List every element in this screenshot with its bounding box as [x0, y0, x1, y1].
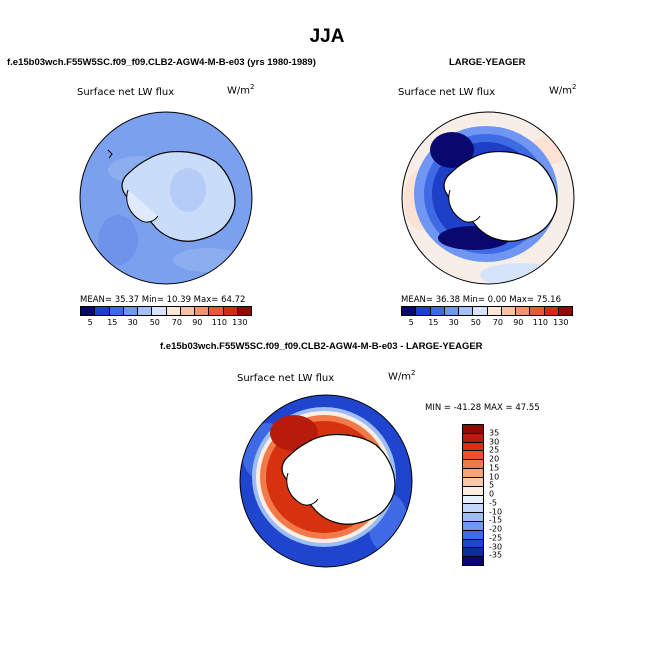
- panel1-colorbar: [80, 306, 252, 316]
- cb1-swatch-10: [223, 307, 238, 315]
- cb1-label: 30: [127, 318, 138, 327]
- cb1-swatch-6: [166, 307, 181, 315]
- panel2-header: LARGE-YEAGER: [449, 57, 526, 68]
- panel3-subtitle: Surface net LW flux: [237, 373, 335, 384]
- cb1-label: 5: [87, 318, 93, 327]
- panel2-stats: MEAN= 36.38 Min= 0.00 Max= 75.16: [401, 295, 562, 305]
- cb2-label: 110: [532, 318, 549, 327]
- cb3-swatch-12: [463, 530, 483, 540]
- cb3-label: 5: [489, 480, 495, 490]
- cb1-swatch-1: [95, 307, 110, 315]
- cb3-swatch-10: [463, 513, 483, 522]
- cb2-swatch-4: [459, 307, 474, 315]
- cb3-swatch-7: [463, 486, 483, 496]
- cb2-label: 130: [553, 318, 569, 327]
- cb3-swatch-5: [463, 469, 483, 478]
- cb2-label: 5: [408, 318, 414, 327]
- cb3-label: -15: [489, 515, 503, 525]
- cb3-label: 10: [489, 472, 500, 481]
- cb3-label: 0: [489, 489, 495, 499]
- cb1-swatch-3: [123, 307, 138, 315]
- cb2-swatch-0: [402, 307, 417, 315]
- cb1-swatch-4: [138, 307, 153, 315]
- cb1-label: 70: [171, 318, 182, 327]
- panel2-subtitle: Surface net LW flux: [398, 87, 496, 98]
- cb2-swatch-5: [473, 307, 488, 315]
- panel1-polar-map: [79, 111, 253, 285]
- cb3-swatch-2: [463, 442, 483, 452]
- panel3-stats: MIN = -41.28 MAX = 47.55: [425, 403, 540, 413]
- cb3-swatch-0: [463, 425, 483, 434]
- cb2-swatch-6: [487, 307, 502, 315]
- cb3-swatch-4: [463, 460, 483, 470]
- panel3-header: f.e15b03wch.F55W5SC.f09_f09.CLB2-AGW4-M-…: [160, 341, 483, 352]
- cb3-label: 25: [489, 445, 500, 455]
- cb3-label: 35: [489, 428, 500, 438]
- panel3-unit: W/m2: [388, 369, 416, 383]
- panel1-header: f.e15b03wch.F55W5SC.f09_f09.CLB2-AGW4-M-…: [7, 57, 316, 68]
- panel2-colorbar-labels: 5 15 30 50 70 90 110 130: [401, 318, 571, 328]
- cb2-swatch-7: [501, 307, 516, 315]
- cb3-label: -5: [489, 498, 497, 508]
- panel1-colorbar-labels: 5 15 30 50 70 90 110 130: [80, 318, 250, 328]
- cb3-swatch-1: [463, 433, 483, 443]
- cb3-label: -35: [489, 550, 503, 560]
- cb1-label: 130: [232, 318, 248, 327]
- panel3-colorbar: [462, 424, 484, 566]
- cb2-swatch-3: [444, 307, 459, 315]
- panel2-unit: W/m2: [549, 83, 577, 97]
- cb3-label: -25: [489, 533, 503, 543]
- cb2-swatch-9: [530, 307, 545, 315]
- panel1-unit: W/m2: [227, 83, 255, 97]
- cb1-swatch-7: [180, 307, 195, 315]
- cb1-swatch-9: [209, 307, 224, 315]
- cb2-label: 15: [428, 318, 439, 327]
- cb3-swatch-14: [463, 548, 483, 558]
- cb2-label: 70: [492, 318, 503, 327]
- panel1-subtitle: Surface net LW flux: [77, 87, 175, 98]
- cb3-label: -10: [489, 507, 503, 516]
- cb1-label: 90: [192, 318, 203, 327]
- cb3-swatch-11: [463, 521, 483, 531]
- cb3-label: 15: [489, 463, 500, 473]
- cb1-swatch-0: [81, 307, 96, 315]
- panel1-stats: MEAN= 35.37 Min= 10.39 Max= 64.72: [80, 295, 246, 305]
- panel3-colorbar-labels: 35 30 25 20 15 10 5 0 -5 -10 -15 -20 -25…: [489, 424, 519, 564]
- cb3-label: -30: [489, 542, 503, 551]
- cb3-label: -20: [489, 524, 503, 534]
- cb2-swatch-8: [516, 307, 531, 315]
- cb3-swatch-15: [463, 557, 483, 565]
- figure-title: JJA: [309, 26, 345, 47]
- cb3-swatch-13: [463, 539, 483, 549]
- cb1-swatch-2: [109, 307, 124, 315]
- cb2-swatch-1: [416, 307, 431, 315]
- panel2-colorbar: [401, 306, 573, 316]
- cb3-swatch-8: [463, 495, 483, 505]
- cb3-label: 20: [489, 454, 500, 464]
- cb3-label: 30: [489, 437, 500, 446]
- cb1-swatch-11: [237, 307, 251, 315]
- cb3-swatch-6: [463, 477, 483, 487]
- cb1-label: 50: [149, 318, 160, 327]
- cb1-swatch-5: [152, 307, 167, 315]
- cb2-swatch-10: [544, 307, 559, 315]
- cb1-label: 15: [107, 318, 118, 327]
- cb2-label: 90: [513, 318, 524, 327]
- cb2-swatch-11: [558, 307, 572, 315]
- cb1-swatch-8: [195, 307, 210, 315]
- cb2-swatch-2: [430, 307, 445, 315]
- cb3-swatch-3: [463, 451, 483, 461]
- panel2-polar-map: [401, 111, 575, 285]
- cb1-label: 110: [211, 318, 228, 327]
- cb2-label: 30: [448, 318, 459, 327]
- cb3-swatch-9: [463, 504, 483, 514]
- panel3-polar-map: [239, 394, 413, 568]
- cb2-label: 50: [470, 318, 481, 327]
